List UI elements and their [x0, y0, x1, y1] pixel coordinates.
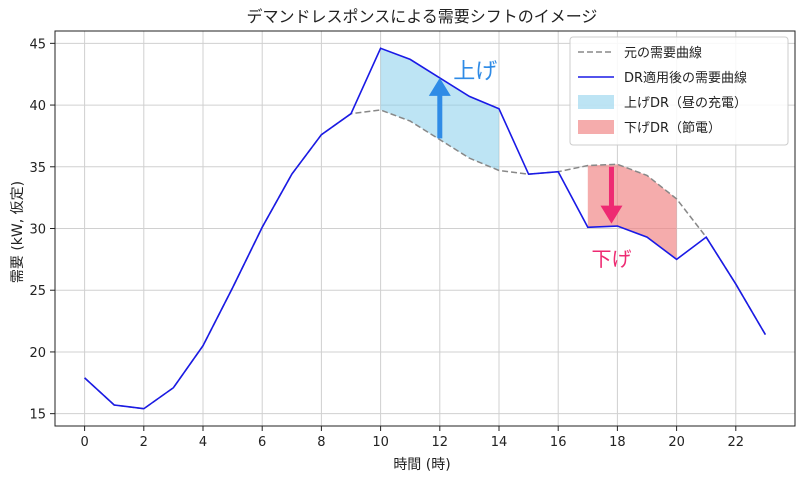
x-tick-label: 12 [432, 435, 449, 450]
legend-label: 元の需要曲線 [624, 45, 702, 61]
x-tick-label: 2 [140, 435, 148, 450]
legend-box [569, 36, 789, 146]
chart-title: デマンドレスポンスによる需要シフトのイメージ [247, 7, 598, 26]
y-tick-label: 40 [29, 99, 46, 114]
x-tick-label: 22 [728, 435, 745, 450]
series-line-original [84, 109, 767, 410]
x-tick-label: 6 [258, 435, 266, 450]
x-tick-label: 20 [668, 435, 685, 450]
x-tick-label: 0 [80, 435, 88, 450]
series-line-dr [84, 47, 767, 410]
y-tick-label: 25 [29, 284, 46, 299]
legend-swatch-patch [578, 120, 614, 134]
y-tick-label: 15 [29, 408, 46, 423]
y-tick-label: 30 [29, 223, 46, 238]
x-tick-label: 10 [372, 435, 389, 450]
x-tick-label: 18 [609, 435, 626, 450]
legend-label: DR適用後の需要曲線 [624, 70, 747, 86]
x-tick-label: 14 [491, 435, 508, 450]
y-tick-label: 35 [29, 161, 46, 176]
legend-label: 上げDR（昼の充電） [624, 95, 747, 111]
legend-swatch-patch [578, 95, 614, 109]
legend-label: 下げDR（節電） [624, 121, 721, 136]
annotation-down-label: 下げ [591, 247, 631, 271]
x-tick-label: 8 [317, 435, 325, 450]
series-lines [84, 47, 767, 410]
y-tick-label: 20 [29, 346, 46, 361]
y-axis-label: 需要 (kW, 仮定) [10, 181, 26, 283]
ticks: 0 2 4 6 8 10 12 14 16 18 20 22 15 20 25 30 35 40 45 [29, 37, 744, 450]
y-tick-label: 45 [29, 37, 46, 52]
x-tick-label: 16 [550, 435, 567, 450]
x-tick-label: 4 [199, 435, 207, 450]
fill-area-down-dr [587, 164, 677, 260]
annotation-up-label: 上げ [453, 60, 497, 85]
up-arrow [428, 77, 451, 139]
x-axis-label: 時間 (時) [393, 457, 450, 473]
down-arrow [600, 166, 623, 224]
